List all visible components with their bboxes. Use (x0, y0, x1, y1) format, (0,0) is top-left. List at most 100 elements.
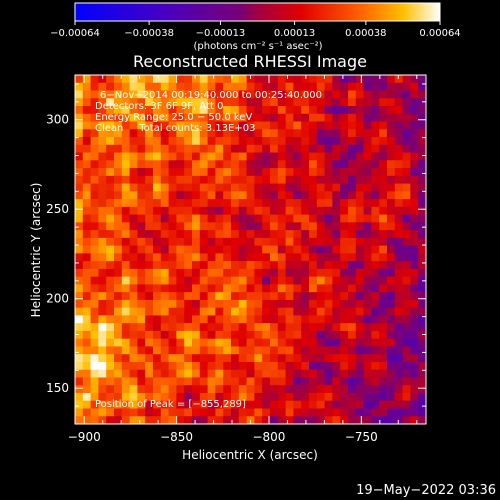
heatmap-cell (207, 315, 216, 324)
heatmap-cell (410, 175, 419, 184)
heatmap-cell (394, 237, 403, 247)
heatmap-cell (340, 261, 349, 270)
heatmap-cell (231, 408, 240, 417)
heatmap-cell (160, 160, 169, 169)
heatmap-cell (114, 377, 123, 386)
heatmap-cell (402, 206, 411, 215)
heatmap-cell (270, 253, 279, 262)
heatmap-cell (332, 206, 341, 215)
heatmap-cell (121, 144, 130, 153)
heatmap-cell (238, 168, 247, 177)
heatmap-cell (355, 214, 364, 223)
heatmap-cell (277, 106, 286, 115)
heatmap-cell (379, 82, 388, 91)
heatmap-cell (262, 129, 271, 138)
heatmap-cell (379, 106, 388, 115)
heatmap-cell (270, 361, 279, 371)
heatmap-cell (371, 408, 380, 417)
heatmap-cell (82, 137, 91, 146)
heatmap-cell (238, 330, 247, 340)
heatmap-cell (223, 144, 232, 153)
heatmap-cell (75, 237, 84, 247)
heatmap-cell (371, 400, 380, 409)
heatmap-cell (75, 284, 84, 293)
heatmap-cell (98, 152, 107, 161)
heatmap-cell (348, 245, 357, 254)
heatmap-cell (355, 400, 364, 409)
heatmap-cell (379, 292, 388, 301)
heatmap-cell (410, 183, 419, 192)
heatmap-cell (215, 245, 224, 254)
heatmap-cell (160, 152, 169, 161)
heatmap-cell (168, 253, 177, 262)
heatmap-cell (98, 129, 107, 138)
heatmap-cell (387, 129, 396, 138)
heatmap-cell (402, 338, 411, 347)
heatmap-cell (254, 152, 263, 161)
heatmap-cell (98, 75, 107, 84)
heatmap-cell (153, 276, 162, 285)
heatmap-cell (410, 369, 419, 378)
heatmap-cell (153, 183, 162, 192)
heatmap-cell (293, 82, 302, 91)
heatmap-cell (215, 222, 224, 231)
heatmap-cell (340, 346, 349, 355)
heatmap-cell (153, 214, 162, 223)
heatmap-cell (394, 377, 403, 386)
heatmap-cell (137, 90, 146, 99)
heatmap-cell (309, 253, 318, 262)
heatmap-cell (355, 354, 364, 363)
heatmap-cell (192, 408, 201, 417)
heatmap-cell (270, 392, 279, 402)
heatmap-cell (160, 315, 169, 324)
heatmap-cell (215, 160, 224, 169)
heatmap-cell (199, 206, 208, 215)
heatmap-cell (160, 361, 169, 371)
heatmap-cell (176, 245, 185, 254)
heatmap-cell (82, 377, 91, 386)
heatmap-cell (402, 315, 411, 324)
heatmap-cell (363, 385, 372, 394)
heatmap-cell (153, 315, 162, 324)
heatmap-cell (270, 354, 279, 363)
heatmap-cell (262, 175, 271, 184)
heatmap-cell (402, 346, 411, 355)
heatmap-cell (75, 129, 84, 138)
heatmap-cell (324, 183, 333, 192)
heatmap-cell (199, 175, 208, 184)
heatmap-cell (137, 206, 146, 215)
heatmap-cell (363, 191, 372, 200)
heatmap-cell (285, 222, 294, 231)
heatmap-cell (293, 338, 302, 347)
heatmap-cell (114, 191, 123, 200)
heatmap-cell (98, 253, 107, 262)
heatmap-cell (106, 191, 115, 200)
heatmap-cell (176, 338, 185, 347)
heatmap-cell (394, 385, 403, 394)
heatmap-cell (316, 307, 325, 316)
heatmap-cell (387, 253, 396, 262)
heatmap-cell (387, 214, 396, 223)
heatmap-cell (231, 377, 240, 386)
heatmap-cell (207, 416, 216, 424)
heatmap-cell (332, 144, 341, 153)
heatmap-cell (153, 144, 162, 153)
heatmap-cell (168, 82, 177, 91)
heatmap-cell (371, 191, 380, 200)
heatmap-cell (215, 330, 224, 340)
heatmap-cell (332, 276, 341, 285)
heatmap-cell (199, 292, 208, 301)
heatmap-cell (324, 284, 333, 293)
heatmap-cell (207, 137, 216, 146)
heatmap-cell (309, 268, 318, 278)
heatmap-cell (90, 416, 99, 424)
heatmap-cell (293, 191, 302, 200)
heatmap-cell (137, 284, 146, 293)
heatmap-cell (316, 408, 325, 417)
heatmap-cell (121, 129, 130, 138)
heatmap-cell (90, 346, 99, 355)
heatmap-cell (355, 98, 364, 107)
heatmap-cell (387, 377, 396, 386)
heatmap-cell (348, 137, 357, 146)
